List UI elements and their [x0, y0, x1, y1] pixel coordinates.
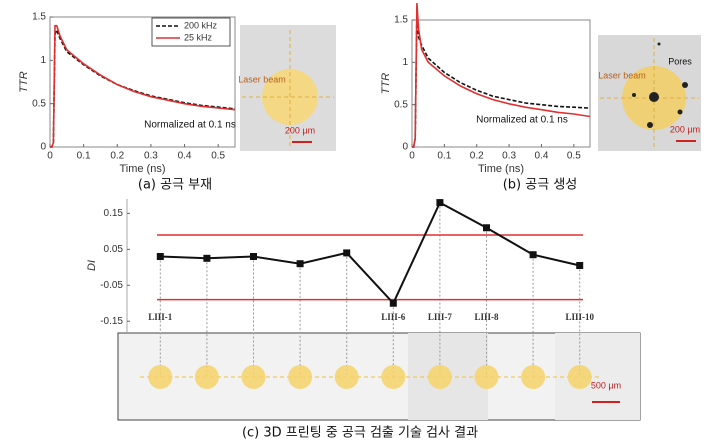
y-axis-label: TTR: [18, 71, 30, 92]
series-line: [412, 11, 591, 148]
legend-label: 25 kHz: [184, 32, 213, 42]
series-line: [160, 201, 580, 305]
y-tick-label: 0: [40, 142, 46, 153]
photo-label: 200 μm: [285, 125, 315, 135]
x-tick-label: 0.2: [470, 151, 484, 162]
spot: [334, 365, 359, 389]
series-line: [50, 24, 236, 148]
x-tick-label: LIII-6: [381, 312, 406, 322]
spot: [148, 365, 173, 389]
point: [343, 249, 351, 257]
x-tick-label: 0: [409, 151, 415, 162]
y-tick-label: -0.15: [100, 316, 123, 327]
caption: (c) 3D 프린팅 중 공극 검출 기술 검사 결과: [242, 426, 478, 441]
caption: (a) 공극 부재: [138, 178, 212, 193]
y-tick-label: 1.5: [394, 15, 408, 26]
spot: [567, 365, 592, 389]
annotation: Normalized at 0.1 ns: [476, 115, 568, 126]
plot-frame: [49, 16, 236, 148]
point: [156, 253, 164, 261]
photo-label: Laser beam: [598, 70, 646, 80]
spot: [521, 365, 546, 389]
y-axis-label: DI: [86, 260, 98, 271]
y-tick-label: 0.15: [104, 208, 124, 219]
x-tick-label: 0.1: [77, 151, 91, 162]
series-line: [412, 3, 591, 148]
y-tick-label: 0: [402, 142, 408, 153]
point: [436, 199, 444, 207]
caption: (b) 공극 생성: [503, 178, 578, 193]
photo-label: Laser beam: [238, 74, 286, 84]
point: [483, 224, 490, 232]
x-tick-label: 0.3: [144, 151, 158, 162]
point: [296, 260, 304, 268]
spot: [241, 365, 266, 389]
x-axis-label: Time (ns): [478, 163, 524, 175]
x-tick-label: LIII-8: [474, 312, 499, 322]
point: [576, 262, 584, 269]
photo-a: [240, 25, 336, 151]
point: [389, 299, 397, 307]
spot: [474, 365, 499, 389]
x-tick-label: LIII-1: [148, 312, 173, 322]
x-tick-label: 0.4: [178, 151, 192, 162]
legend-box: [151, 17, 231, 47]
y-axis-label: TTR: [380, 73, 392, 94]
x-tick-label: 0.4: [535, 151, 549, 162]
y-tick-label: 1: [402, 57, 408, 68]
legend-label: 200 kHz: [184, 20, 218, 30]
x-axis-label: Time (ns): [119, 163, 165, 175]
point: [250, 253, 257, 261]
spot: [427, 365, 452, 389]
spot: [194, 365, 219, 389]
photo-b: [598, 35, 701, 151]
point: [529, 251, 537, 259]
photo-label: 200 μm: [670, 124, 700, 134]
plot-frame: [411, 19, 591, 148]
y-tick-label: 0.5: [394, 99, 408, 110]
x-tick-label: 0.1: [437, 151, 451, 162]
x-tick-label: 0.3: [502, 151, 516, 162]
photo-label: Pores: [668, 56, 692, 66]
spot: [381, 365, 406, 389]
x-tick-label: 0.5: [567, 151, 581, 162]
y-tick-label: -0.05: [100, 280, 123, 291]
x-tick-label: 0.5: [211, 151, 225, 162]
point: [203, 254, 211, 262]
x-tick-label: LIII-7: [428, 312, 453, 322]
y-tick-label: 1.5: [32, 12, 46, 23]
photo-label: 500 μm: [591, 380, 621, 390]
x-tick-label: 0.2: [110, 151, 124, 162]
y-tick-label: 0.5: [32, 98, 46, 109]
y-tick-label: 1: [40, 55, 46, 66]
x-tick-label: 0: [47, 151, 53, 162]
y-tick-label: 0.05: [104, 244, 124, 255]
spot: [288, 365, 313, 389]
annotation: Normalized at 0.1 ns: [144, 120, 236, 131]
x-tick-label: LIII-10: [565, 312, 594, 322]
